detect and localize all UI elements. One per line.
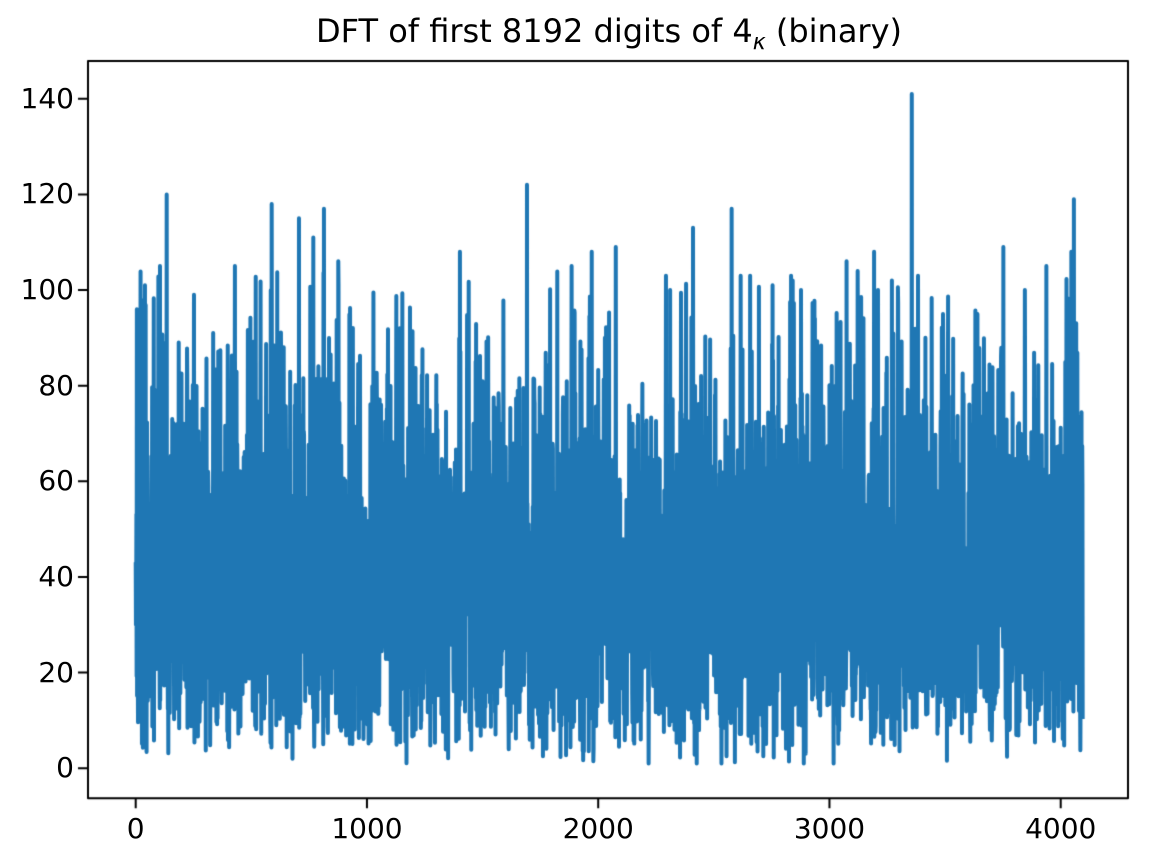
x-tick-label: 2000 bbox=[562, 812, 634, 845]
y-tick-label: 140 bbox=[20, 81, 74, 115]
x-tick-label: 1000 bbox=[331, 812, 403, 845]
y-tick-label: 120 bbox=[20, 177, 74, 211]
y-tick-label: 100 bbox=[20, 273, 74, 307]
y-tick-label: 20 bbox=[38, 655, 74, 689]
y-tick-label: 60 bbox=[38, 464, 74, 498]
chart-title-subscript: κ bbox=[752, 30, 766, 55]
x-tick-label: 0 bbox=[126, 812, 145, 845]
y-tick-label: 0 bbox=[56, 751, 74, 785]
y-tick-label: 80 bbox=[38, 368, 74, 402]
chart-title: DFT of first 8192 digits of 4κ (binary) bbox=[316, 12, 902, 55]
chart-title-prefix: DFT of first 8192 digits of 4 bbox=[316, 12, 753, 50]
x-tick-label: 4000 bbox=[1025, 812, 1097, 845]
y-tick-label: 40 bbox=[38, 559, 74, 593]
chart-title-suffix: (binary) bbox=[765, 12, 902, 50]
x-tick-label: 3000 bbox=[793, 812, 866, 845]
